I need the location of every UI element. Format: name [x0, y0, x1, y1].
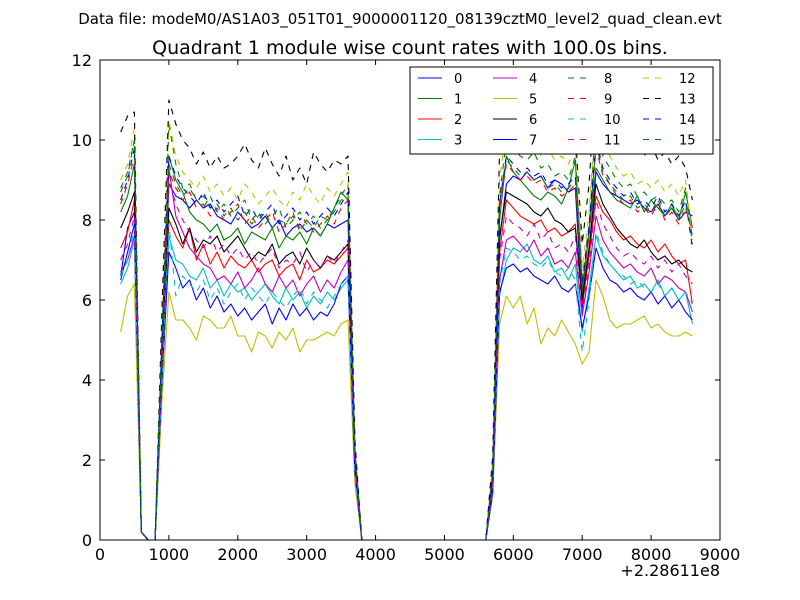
y-tick-label-5: 10 — [72, 131, 92, 150]
legend-label-1: 1 — [454, 93, 462, 108]
legend-label-6: 6 — [529, 113, 537, 128]
y-tick-label-3: 6 — [82, 291, 92, 310]
legend-label-7: 7 — [529, 134, 537, 149]
y-tick-label-2: 4 — [82, 371, 92, 390]
x-tick-label-2: 2000 — [217, 545, 258, 564]
x-tick-label-0: 0 — [95, 545, 105, 564]
x-axis: 0 1000 2000 3000 4000 5000 6000 7000 8000 9000 — [95, 60, 740, 564]
x-tick-label-5: 5000 — [424, 545, 465, 564]
legend-label-9: 9 — [604, 93, 612, 108]
legend-label-15: 15 — [679, 134, 696, 149]
y-tick-label-6: 12 — [72, 51, 92, 70]
y-tick-label-1: 2 — [82, 451, 92, 470]
x-tick-label-1: 1000 — [149, 545, 190, 564]
chart-title: Quadrant 1 module wise count rates with … — [152, 37, 668, 59]
legend-label-5: 5 — [529, 93, 537, 108]
x-tick-label-3: 3000 — [286, 545, 327, 564]
legend-label-11: 11 — [604, 134, 621, 149]
x-tick-label-6: 6000 — [493, 545, 534, 564]
legend-label-12: 12 — [679, 72, 696, 87]
suptitle: Data file: modeM0/AS1A03_051T01_90000011… — [78, 10, 722, 29]
x-tick-label-8: 8000 — [631, 545, 672, 564]
legend-label-3: 3 — [454, 134, 462, 149]
y-tick-label-4: 8 — [82, 211, 92, 230]
legend-label-8: 8 — [604, 72, 612, 87]
legend-label-0: 0 — [454, 72, 462, 87]
legend-label-2: 2 — [454, 113, 462, 128]
legend-label-13: 13 — [679, 93, 696, 108]
legend-frame — [409, 66, 714, 155]
x-tick-label-9: 9000 — [700, 545, 741, 564]
series-line-11 — [120, 179, 693, 541]
legend-label-14: 14 — [679, 113, 696, 128]
y-tick-label-0: 0 — [82, 531, 92, 550]
x-tick-label-7: 7000 — [562, 545, 603, 564]
legend-label-4: 4 — [529, 72, 537, 87]
x-tick-label-4: 4000 — [355, 545, 396, 564]
x-axis-offset-label: +2.28611e8 — [620, 561, 720, 580]
legend-label-10: 10 — [604, 113, 621, 128]
